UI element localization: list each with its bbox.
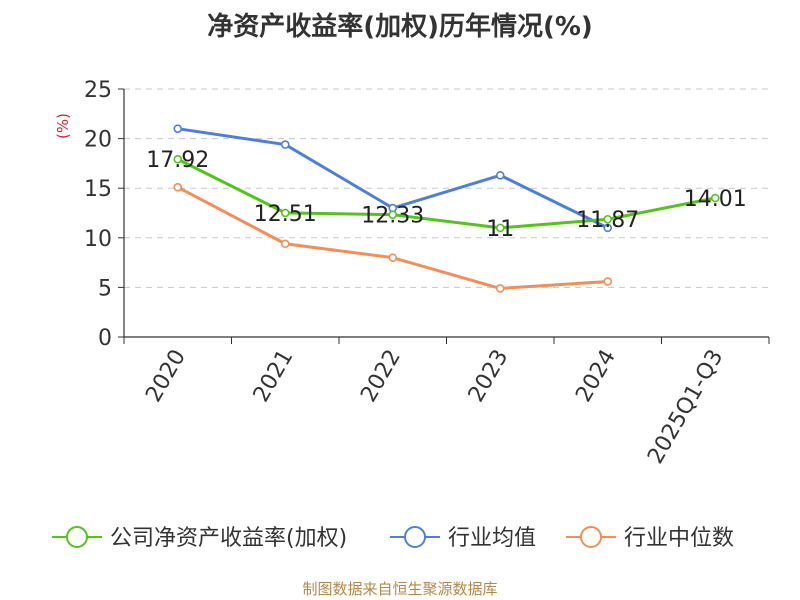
chart-title: 净资产收益率(加权)历年情况(%) [207, 12, 593, 42]
y-axis-label: (%) [54, 113, 72, 139]
x-tick-label: 2024 [571, 346, 621, 407]
axes: 0 5 10 15 20 25 (%) 2020 2021 2022 2023 2024 2025Q1-… [54, 78, 770, 469]
legend-label: 行业中位数 [624, 526, 734, 551]
data-label: 12.33 [361, 204, 424, 229]
data-label: 11 [486, 217, 514, 242]
y-tick-label: 5 [98, 276, 112, 301]
grid-lines [124, 88, 769, 288]
data-point [173, 154, 183, 164]
data-point [388, 253, 398, 262]
legend-marker [404, 526, 426, 548]
data-point [495, 223, 505, 233]
data-label: 12.51 [254, 202, 317, 227]
data-point [495, 171, 505, 180]
source-note: 制图数据来自恒生聚源数据库 [302, 580, 498, 598]
x-tick-label: 2022 [356, 346, 406, 407]
x-tick-label: 2025Q1-Q3 [643, 346, 728, 469]
legend-marker [66, 526, 88, 548]
data-point [173, 124, 183, 133]
data-point [603, 214, 613, 224]
data-labels: 17.92 12.51 12.33 11 11.87 14.01 [146, 148, 746, 242]
y-tick-label: 10 [84, 227, 112, 252]
data-label: 14.01 [684, 187, 747, 212]
y-tick-label: 20 [84, 128, 112, 153]
data-label: 11.87 [576, 208, 639, 233]
data-point [280, 140, 290, 149]
legend: 公司净资产收益率(加权) 行业均值 行业中位数 [52, 526, 734, 551]
data-point [603, 277, 613, 286]
data-point [388, 210, 398, 219]
data-point [710, 193, 720, 203]
data-point [280, 239, 290, 249]
y-tick-label: 0 [98, 326, 112, 351]
data-point [173, 182, 183, 192]
series-line [177, 157, 716, 230]
legend-marker [580, 526, 602, 548]
series-group [173, 124, 720, 293]
y-tick-label: 25 [84, 78, 112, 103]
data-point [495, 284, 505, 293]
data-point [603, 223, 613, 233]
x-tick-label: 2021 [249, 346, 299, 407]
legend-label: 行业均值 [448, 526, 536, 551]
data-point [280, 208, 290, 218]
x-tick-label: 2023 [464, 346, 514, 407]
x-tick-label: 2020 [141, 346, 191, 407]
legend-label: 公司净资产收益率(加权) [110, 526, 347, 551]
y-tick-label: 15 [84, 177, 112, 202]
data-label: 17.92 [146, 148, 209, 173]
